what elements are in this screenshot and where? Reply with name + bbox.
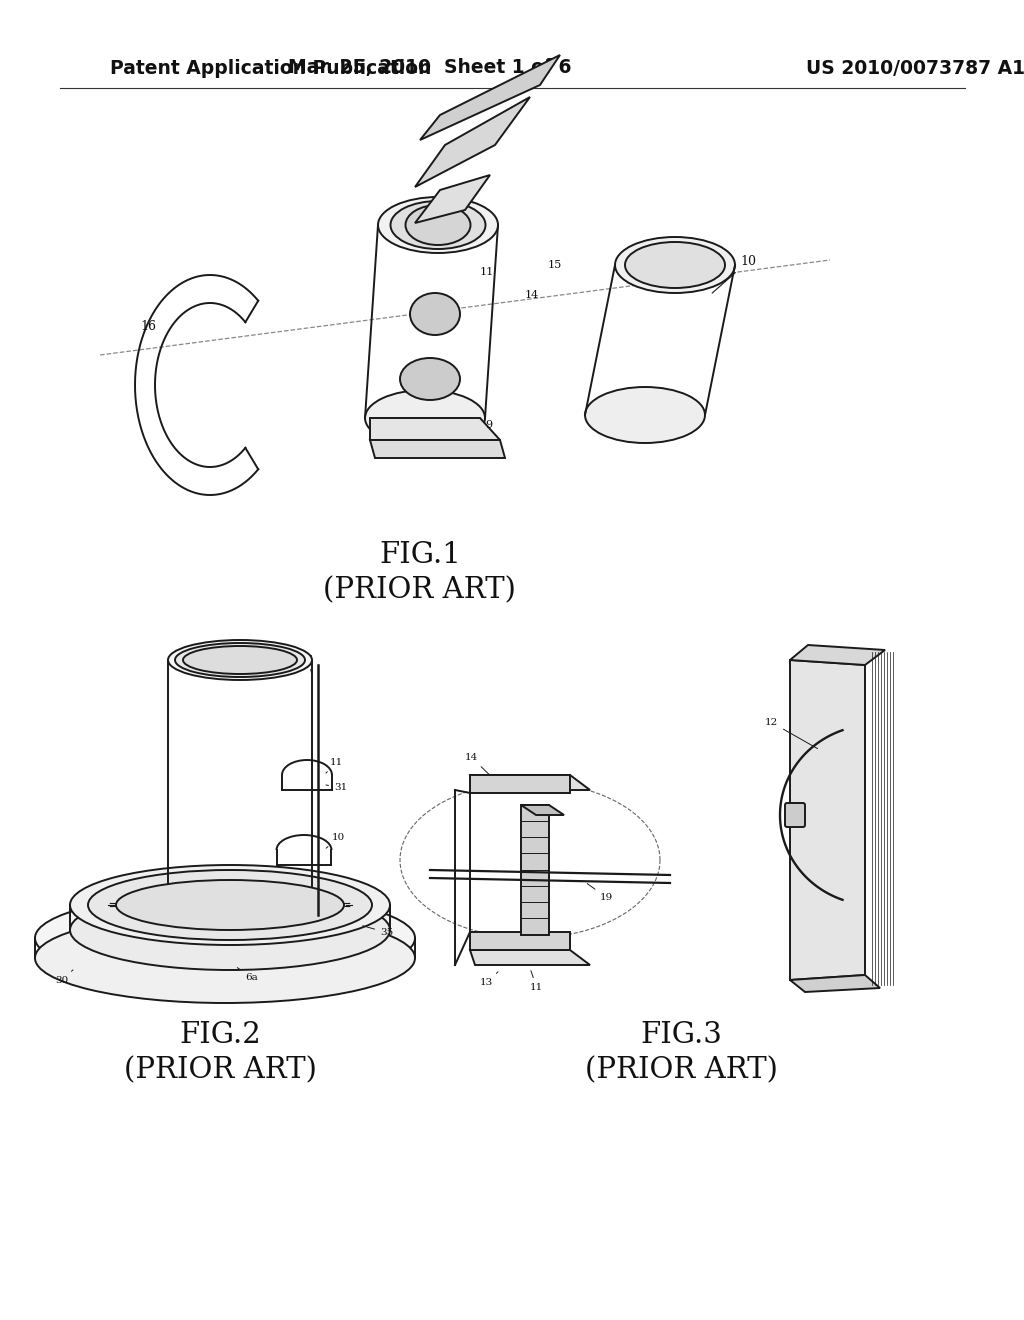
Text: FIG.3: FIG.3 — [640, 1020, 722, 1049]
Text: 11: 11 — [326, 758, 343, 774]
Ellipse shape — [406, 205, 470, 246]
Polygon shape — [521, 805, 564, 814]
Polygon shape — [415, 96, 530, 187]
Text: US 2010/0073787 A1: US 2010/0073787 A1 — [806, 58, 1024, 78]
Polygon shape — [790, 645, 885, 665]
Text: 3: 3 — [237, 643, 247, 663]
Ellipse shape — [183, 645, 297, 675]
Text: 16: 16 — [140, 319, 156, 333]
Polygon shape — [521, 805, 549, 935]
Text: (PRIOR ART): (PRIOR ART) — [585, 1056, 777, 1084]
Text: 13: 13 — [480, 972, 498, 987]
Text: 12: 12 — [765, 718, 817, 748]
Text: 30: 30 — [55, 970, 73, 985]
Polygon shape — [470, 775, 590, 789]
Polygon shape — [415, 176, 490, 223]
Text: (PRIOR ART): (PRIOR ART) — [124, 1056, 316, 1084]
Ellipse shape — [410, 293, 460, 335]
FancyBboxPatch shape — [785, 803, 805, 828]
Text: (PRIOR ART): (PRIOR ART) — [324, 576, 516, 605]
Text: 1: 1 — [205, 643, 212, 663]
Text: 11: 11 — [480, 267, 495, 277]
Text: 31: 31 — [326, 783, 347, 792]
Polygon shape — [470, 775, 570, 793]
Text: 35: 35 — [362, 925, 393, 937]
Ellipse shape — [175, 643, 305, 677]
Ellipse shape — [400, 358, 460, 400]
Polygon shape — [470, 932, 570, 950]
Polygon shape — [370, 440, 505, 458]
Ellipse shape — [70, 890, 390, 970]
Text: FIG.1: FIG.1 — [379, 541, 461, 569]
Ellipse shape — [35, 894, 415, 983]
Ellipse shape — [168, 640, 312, 680]
Ellipse shape — [116, 880, 344, 931]
Ellipse shape — [365, 389, 485, 446]
Ellipse shape — [615, 238, 735, 293]
Text: FIG.2: FIG.2 — [179, 1020, 261, 1049]
Text: 19: 19 — [587, 883, 613, 902]
Ellipse shape — [88, 870, 372, 940]
Polygon shape — [420, 55, 560, 140]
Text: 10: 10 — [326, 833, 345, 849]
Text: 9: 9 — [485, 420, 493, 430]
Text: 10: 10 — [712, 255, 756, 293]
Polygon shape — [470, 950, 590, 965]
Polygon shape — [370, 418, 500, 440]
Text: 14: 14 — [525, 290, 540, 300]
Text: 7: 7 — [305, 655, 311, 672]
Ellipse shape — [378, 197, 498, 253]
Text: 11: 11 — [530, 970, 544, 993]
Text: Patent Application Publication: Patent Application Publication — [110, 58, 431, 78]
Ellipse shape — [35, 913, 415, 1003]
Text: 6a: 6a — [238, 968, 258, 982]
Text: 14: 14 — [465, 752, 498, 783]
Ellipse shape — [625, 242, 725, 288]
Ellipse shape — [585, 387, 705, 444]
Polygon shape — [790, 660, 865, 979]
Text: 7a: 7a — [255, 643, 267, 663]
Ellipse shape — [390, 201, 485, 249]
Polygon shape — [790, 975, 880, 993]
Ellipse shape — [70, 865, 390, 945]
Text: 6: 6 — [285, 648, 294, 668]
Text: 15: 15 — [548, 260, 562, 271]
Text: Mar. 25, 2010  Sheet 1 of 6: Mar. 25, 2010 Sheet 1 of 6 — [288, 58, 571, 78]
